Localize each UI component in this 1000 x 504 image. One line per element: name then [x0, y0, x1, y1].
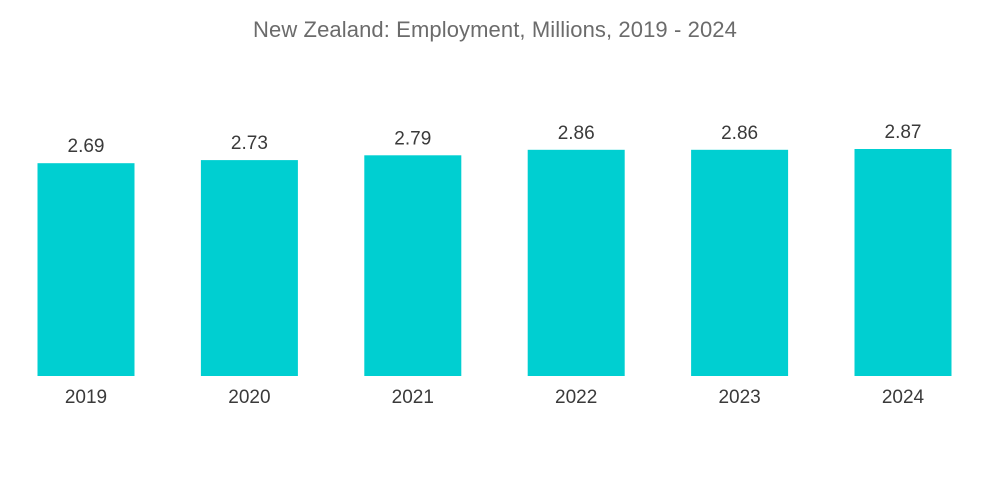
- bar-2022: [527, 149, 625, 376]
- data-label-2023: 2.86: [721, 123, 758, 144]
- data-label-2020: 2.73: [231, 133, 268, 154]
- x-tick-label-2023: 2023: [718, 387, 760, 408]
- x-tick-label-2019: 2019: [65, 387, 107, 408]
- chart-title: New Zealand: Employment, Millions, 2019 …: [253, 17, 737, 42]
- x-tick-label-2020: 2020: [228, 387, 270, 408]
- bar-2021: [364, 155, 462, 376]
- bar-2020: [200, 160, 298, 376]
- data-label-2024: 2.87: [885, 122, 922, 143]
- x-tick-label-2021: 2021: [392, 387, 434, 408]
- x-tick-label-2022: 2022: [555, 387, 597, 408]
- x-tick-label-2024: 2024: [882, 387, 925, 408]
- data-label-2021: 2.79: [394, 128, 431, 149]
- data-label-2019: 2.69: [68, 136, 105, 157]
- bar-2024: [854, 149, 952, 376]
- bar-2023: [691, 149, 789, 376]
- bar-2019: [37, 163, 135, 376]
- data-label-2022: 2.86: [558, 123, 595, 144]
